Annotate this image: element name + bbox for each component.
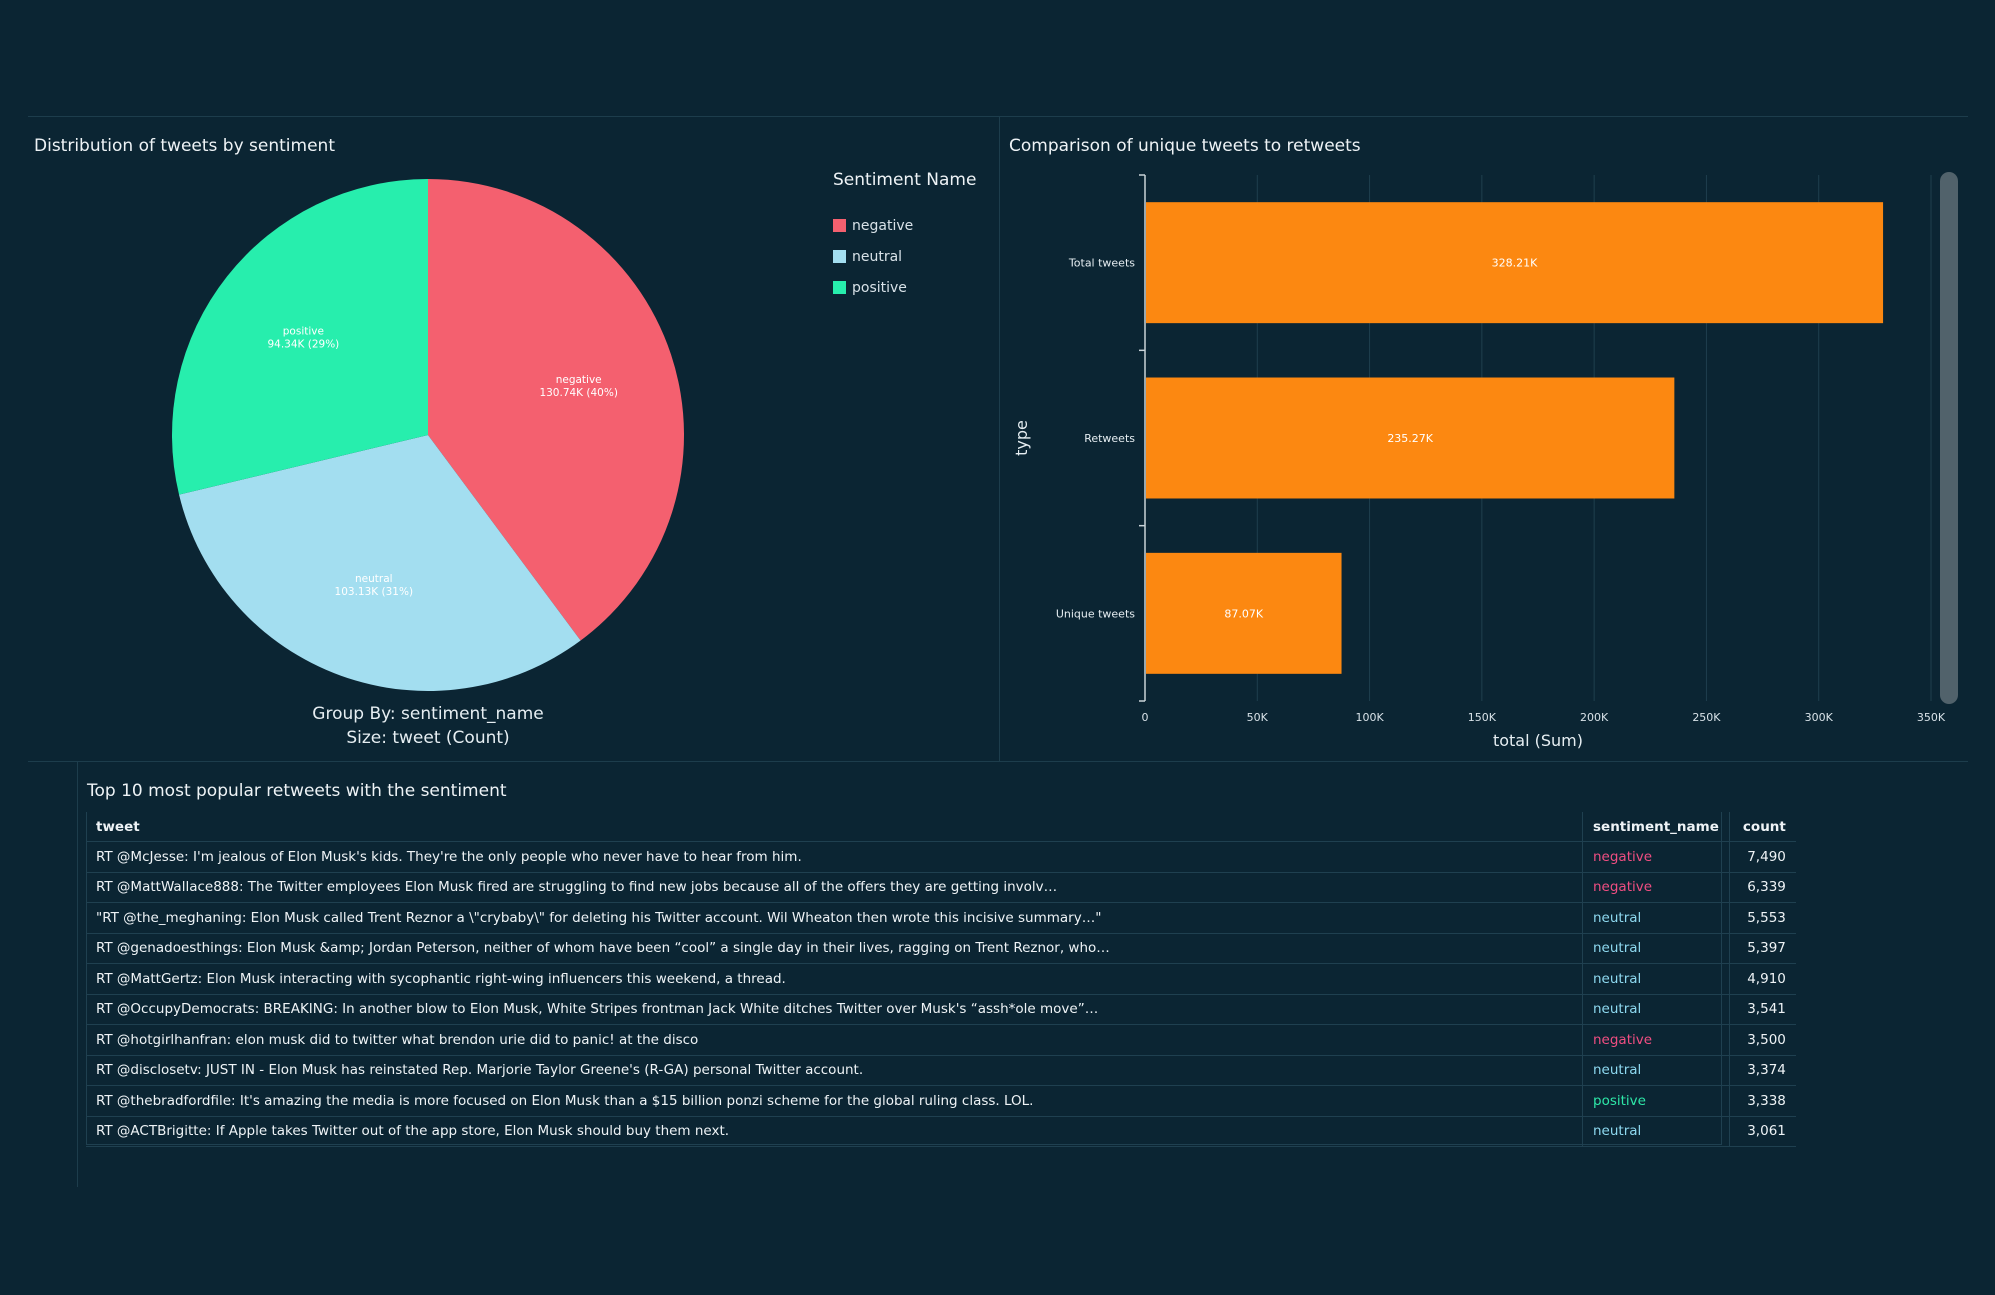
sentiment-cell: positive [1582, 1085, 1730, 1117]
tweet-cell: RT @genadoesthings: Elon Musk &amp; Jord… [86, 933, 1583, 964]
pie-slice-value-label: 103.13K (31%) [335, 586, 414, 598]
y-category-label: Unique tweets [1056, 607, 1135, 620]
tweet-cell: RT @disclosetv: JUST IN - Elon Musk has … [86, 1055, 1583, 1086]
table-row[interactable]: RT @McJesse: I'm jealous of Elon Musk's … [86, 841, 1796, 873]
pie-slice-negative[interactable] [428, 179, 685, 641]
count-cell: 3,374 [1729, 1055, 1796, 1086]
count-cell: 5,397 [1729, 933, 1796, 964]
pie-slice-label: negative [556, 374, 602, 386]
legend-item-neutral[interactable]: neutral [833, 241, 976, 272]
count-cell: 7,490 [1729, 841, 1796, 873]
bar-total-tweets[interactable] [1146, 202, 1884, 324]
table-title: Top 10 most popular retweets with the se… [87, 781, 507, 801]
count-cell: 6,339 [1729, 872, 1796, 903]
bar-chart-title: Comparison of unique tweets to retweets [1009, 136, 1361, 156]
legend-swatch-neutral [833, 250, 846, 263]
tweet-cell: RT @ACTBrigitte: If Apple takes Twitter … [86, 1116, 1583, 1147]
pie-slice-neutral[interactable] [179, 435, 581, 691]
sentiment-cell: neutral [1582, 902, 1730, 934]
pie-slice-positive[interactable] [171, 179, 428, 495]
pie-slice-label: neutral [355, 573, 393, 585]
legend-label: negative [852, 217, 914, 234]
legend-item-negative[interactable]: negative [833, 210, 976, 241]
tweet-cell: "RT @the_meghaning: Elon Musk called Tre… [86, 902, 1583, 934]
sentiment-cell: neutral [1582, 933, 1730, 964]
count-cell: 3,541 [1729, 994, 1796, 1025]
sentiment-cell: negative [1582, 872, 1730, 903]
legend-swatch-positive [833, 281, 846, 294]
table-row[interactable]: RT @ACTBrigitte: If Apple takes Twitter … [86, 1116, 1796, 1147]
pie-caption-size: Size: tweet (Count) [346, 728, 510, 748]
tweet-type-bar-chart: 0 50K 100K 150K 200K 250K 300K 350K Total tweets… [1012, 174, 1946, 750]
table-row[interactable]: RT @hotgirlhanfran: elon musk did to twi… [86, 1024, 1796, 1056]
pie-caption-group-by: Group By: sentiment_name [312, 704, 544, 724]
table-row[interactable]: RT @OccupyDemocrats: BREAKING: In anothe… [86, 994, 1796, 1025]
table-row[interactable]: RT @MattWallace888: The Twitter employee… [86, 872, 1796, 903]
x-tick-label: 150K [1468, 711, 1497, 724]
column-header-tweet[interactable]: tweet [86, 812, 1583, 842]
count-cell: 5,553 [1729, 902, 1796, 934]
table-row[interactable]: RT @disclosetv: JUST IN - Elon Musk has … [86, 1055, 1796, 1086]
sentiment-cell: neutral [1582, 994, 1730, 1025]
tweet-cell: RT @McJesse: I'm jealous of Elon Musk's … [86, 841, 1583, 873]
tweet-cell: RT @MattWallace888: The Twitter employee… [86, 872, 1583, 903]
x-tick-label: 300K [1805, 711, 1834, 724]
x-tick-label: 100K [1355, 711, 1384, 724]
dashboard-top-border [28, 116, 1968, 117]
legend-item-positive[interactable]: positive [833, 272, 976, 303]
bar-value-label: 87.07K [1224, 607, 1263, 620]
table-panel-left-border [77, 761, 78, 1187]
pie-slice-label: positive [283, 326, 324, 338]
count-cell: 3,500 [1729, 1024, 1796, 1056]
bar-unique-tweets[interactable] [1146, 552, 1342, 674]
tweet-cell: RT @MattGertz: Elon Musk interacting wit… [86, 963, 1583, 995]
sentiment-cell: negative [1582, 1024, 1730, 1056]
x-tick-label: 350K [1917, 711, 1946, 724]
pie-slice-value-label: 130.74K (40%) [539, 387, 618, 399]
legend-swatch-negative [833, 219, 846, 232]
x-tick-label: 0 [1142, 711, 1149, 724]
x-tick-label: 200K [1580, 711, 1609, 724]
bar-value-label: 328.21K [1492, 257, 1538, 270]
sentiment-cell: negative [1582, 841, 1730, 873]
pie-chart-title: Distribution of tweets by sentiment [34, 136, 335, 156]
sentiment-cell: neutral [1582, 963, 1730, 995]
table-row[interactable]: "RT @the_meghaning: Elon Musk called Tre… [86, 902, 1796, 934]
y-category-label: Retweets [1084, 432, 1135, 445]
tweet-cell: RT @OccupyDemocrats: BREAKING: In anothe… [86, 994, 1583, 1025]
pie-legend: Sentiment Name negative neutral positive [833, 170, 976, 303]
legend-label: positive [852, 279, 907, 296]
y-axis-label: type [1012, 420, 1031, 456]
x-tick-label: 250K [1692, 711, 1721, 724]
table-row[interactable]: RT @MattGertz: Elon Musk interacting wit… [86, 963, 1796, 995]
column-header-count[interactable]: count [1729, 812, 1796, 842]
top-retweets-table: tweet sentiment_name count RT @McJesse: … [86, 812, 1796, 1147]
count-cell: 3,061 [1729, 1116, 1796, 1147]
table-row[interactable]: RT @genadoesthings: Elon Musk &amp; Jord… [86, 933, 1796, 964]
count-cell: 3,338 [1729, 1085, 1796, 1117]
pie-slice-value-label: 94.34K (29%) [267, 339, 339, 351]
count-cell: 4,910 [1729, 963, 1796, 995]
panel-divider-horizontal [28, 761, 1968, 762]
x-axis-label: total (Sum) [1493, 731, 1583, 750]
sentiment-cell: neutral [1582, 1116, 1730, 1147]
table-header-row: tweet sentiment_name count [86, 812, 1796, 842]
legend-label: neutral [852, 248, 903, 265]
bar-chart-scrollbar[interactable] [1940, 172, 1958, 704]
legend-title: Sentiment Name [833, 170, 977, 190]
bar-value-label: 235.27K [1387, 432, 1433, 445]
y-category-label: Total tweets [1068, 257, 1135, 270]
panel-divider-vertical [999, 116, 1000, 761]
sentiment-cell: neutral [1582, 1055, 1730, 1086]
x-tick-label: 50K [1247, 711, 1269, 724]
tweet-cell: RT @thebradfordfile: It's amazing the me… [86, 1085, 1583, 1117]
bar-retweets[interactable] [1146, 377, 1675, 499]
tweet-cell: RT @hotgirlhanfran: elon musk did to twi… [86, 1024, 1583, 1056]
table-row[interactable]: RT @thebradfordfile: It's amazing the me… [86, 1085, 1796, 1117]
column-header-sentiment-name[interactable]: sentiment_name [1582, 812, 1730, 842]
